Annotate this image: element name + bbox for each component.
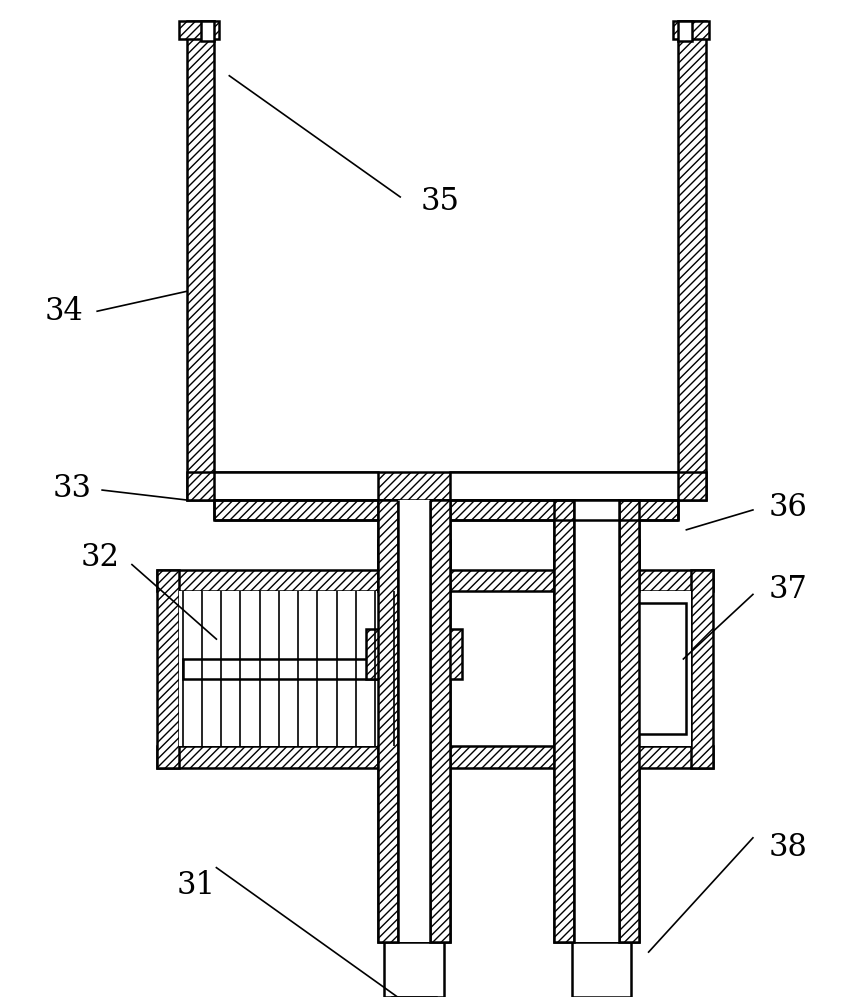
- Text: 34: 34: [45, 296, 84, 327]
- Bar: [574, 500, 619, 942]
- Text: 31: 31: [177, 870, 216, 901]
- Bar: [157, 570, 420, 591]
- Bar: [398, 500, 430, 942]
- Text: 35: 35: [421, 186, 460, 217]
- Bar: [398, 500, 430, 520]
- Bar: [450, 472, 678, 500]
- Bar: [186, 21, 215, 500]
- Bar: [450, 472, 678, 500]
- Bar: [392, 997, 436, 1000]
- Bar: [619, 500, 638, 942]
- Bar: [554, 540, 638, 591]
- Bar: [378, 540, 450, 591]
- Bar: [554, 500, 574, 942]
- Bar: [385, 942, 444, 997]
- Bar: [398, 570, 420, 768]
- Bar: [378, 746, 398, 768]
- Text: 36: 36: [768, 492, 807, 523]
- Bar: [450, 746, 554, 768]
- Text: 32: 32: [81, 542, 120, 573]
- Text: 38: 38: [768, 832, 807, 863]
- Bar: [378, 570, 398, 591]
- Bar: [619, 500, 638, 942]
- Bar: [366, 629, 462, 679]
- Bar: [178, 21, 219, 39]
- Bar: [572, 942, 631, 997]
- Bar: [178, 591, 398, 746]
- Bar: [430, 500, 450, 942]
- Bar: [186, 472, 707, 500]
- Bar: [450, 570, 554, 591]
- Bar: [678, 21, 692, 41]
- Bar: [398, 639, 440, 669]
- Text: 33: 33: [53, 473, 92, 504]
- Bar: [157, 570, 178, 768]
- Bar: [674, 21, 709, 39]
- Bar: [554, 746, 714, 768]
- Bar: [215, 472, 378, 500]
- Bar: [378, 500, 398, 942]
- Text: 37: 37: [768, 574, 807, 605]
- Bar: [378, 639, 398, 669]
- Bar: [594, 603, 687, 734]
- Bar: [183, 659, 394, 679]
- Bar: [215, 500, 378, 520]
- Bar: [157, 746, 420, 768]
- Bar: [378, 500, 398, 942]
- Bar: [554, 570, 714, 591]
- Bar: [450, 500, 678, 520]
- Bar: [678, 21, 707, 500]
- Bar: [554, 500, 574, 942]
- Bar: [430, 500, 450, 942]
- Bar: [215, 472, 378, 500]
- Bar: [554, 570, 576, 768]
- Bar: [398, 629, 430, 679]
- Bar: [201, 21, 215, 41]
- Bar: [691, 570, 714, 768]
- Bar: [576, 591, 691, 746]
